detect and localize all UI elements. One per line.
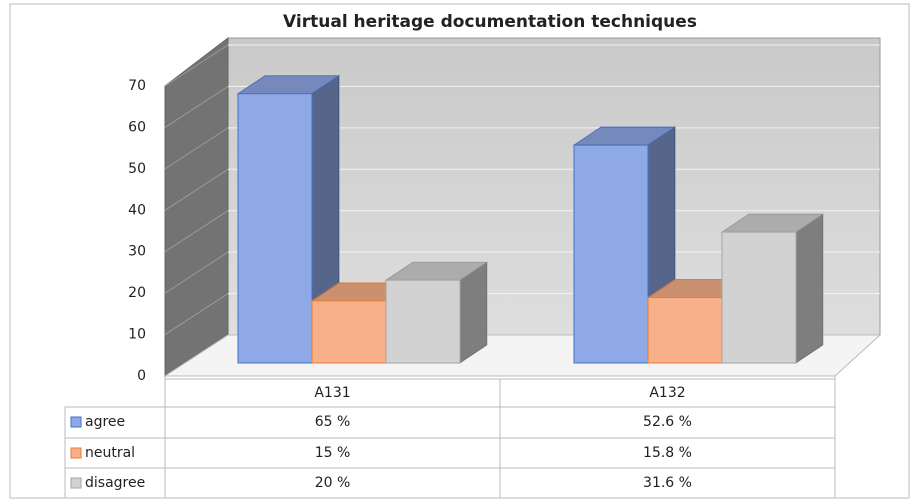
y-tick-label: 50 — [128, 161, 146, 177]
bar-front — [573, 144, 649, 364]
legend-label: agree — [85, 414, 125, 430]
legend-label: disagree — [85, 475, 145, 491]
bar — [236, 74, 341, 364]
legend-swatch — [70, 447, 82, 459]
table-value: 20 % — [315, 475, 351, 491]
data-table — [64, 376, 836, 498]
y-tick-label: 60 — [128, 119, 146, 135]
bar-top-shade — [238, 75, 339, 94]
grid-line — [164, 127, 229, 170]
bar — [720, 213, 825, 364]
legend-swatch — [70, 477, 82, 489]
side-wall — [164, 36, 229, 377]
bar-front — [721, 231, 797, 364]
x-tick-label: A131 — [314, 385, 350, 401]
y-tick-label: 70 — [128, 78, 146, 94]
grid-line — [164, 86, 229, 128]
bar-front — [385, 279, 461, 364]
table-value: 15.8 % — [643, 445, 692, 461]
legend-label: neutral — [85, 445, 135, 461]
x-tick-label: A132 — [649, 385, 685, 401]
chart-title: Virtual heritage documentation technique… — [283, 12, 697, 32]
bar — [384, 261, 489, 364]
bar-front — [647, 297, 723, 364]
y-tick-label: 20 — [128, 285, 146, 301]
grid-line — [164, 293, 229, 335]
y-tick-label: 30 — [128, 244, 146, 260]
table-value: 31.6 % — [643, 475, 692, 491]
y-tick-label: 40 — [128, 202, 146, 218]
grid-line — [164, 168, 229, 211]
table-value: 52.6 % — [643, 414, 692, 430]
bar-top-shade — [386, 262, 487, 281]
y-tick-label: 10 — [128, 327, 146, 343]
grid-line — [164, 44, 229, 87]
table-value: 65 % — [315, 414, 351, 430]
bar-side-shade — [460, 262, 487, 363]
grid-line — [164, 251, 229, 294]
bar-front — [311, 300, 387, 364]
bar-top-shade — [722, 214, 823, 233]
table-value: 15 % — [315, 445, 351, 461]
bar-top-shade — [574, 127, 675, 146]
legend-swatch — [70, 416, 82, 428]
y-tick-label: 0 — [137, 368, 146, 384]
grid-line — [164, 210, 229, 253]
bar-side-shade — [796, 214, 823, 363]
bar-front — [237, 93, 313, 364]
